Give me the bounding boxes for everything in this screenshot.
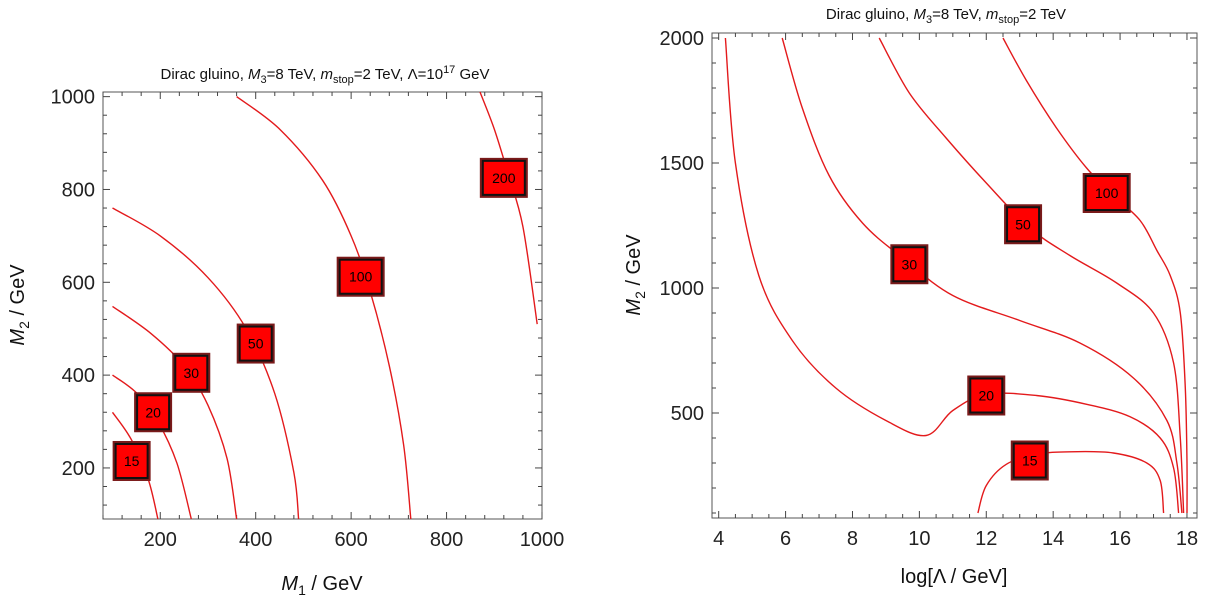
- x-tick-label: 16: [1109, 528, 1131, 550]
- x-tick-label: 1000: [520, 529, 565, 551]
- left-contour-plot: Dirac gluino, M3=8 TeV, mstop=2 TeV, Λ=1…: [7, 64, 564, 598]
- left-contour-lines: [111, 91, 538, 520]
- contour-label-box: [1086, 177, 1127, 209]
- x-tick-label: 800: [430, 529, 463, 551]
- y-tick-label: 600: [62, 272, 95, 294]
- contour-label-30: 30: [172, 352, 211, 393]
- contour-label-text: 30: [183, 365, 199, 381]
- contour-line-100: [236, 96, 412, 520]
- contour-label-box: [483, 161, 524, 194]
- contour-label-100: 100: [1082, 173, 1131, 213]
- y-tick-label: 200: [62, 458, 95, 480]
- contour-label-100: 100: [336, 256, 385, 297]
- contour-label-text: 50: [1015, 216, 1031, 232]
- contour-label-box: [116, 444, 147, 477]
- x-tick-label: 8: [847, 528, 858, 550]
- x-tick-label: 200: [144, 529, 177, 551]
- contour-label-text: 100: [349, 269, 373, 285]
- left-y-axis-label: M2 / GeV: [7, 264, 32, 346]
- contour-label-200: 200: [479, 157, 528, 198]
- y-tick-label: 1500: [660, 153, 705, 175]
- contour-line-20: [724, 37, 1180, 514]
- right-contour-plot: Dirac gluino, M3=8 TeV, mstop=2 TeV 4 6 8 1…: [623, 6, 1198, 588]
- contour-label-text: 50: [248, 336, 264, 352]
- y-tick-label: 1000: [660, 278, 705, 300]
- contour-label-30: 30: [890, 244, 929, 285]
- x-tick-label: 18: [1176, 528, 1198, 550]
- contour-label-box: [1014, 444, 1045, 477]
- contour-label-20: 20: [967, 375, 1006, 416]
- contour-line-200: [479, 91, 538, 325]
- contour-label-text: 100: [1095, 185, 1119, 201]
- contour-label-50: 50: [1004, 204, 1043, 245]
- left-x-axis-label: M1 / GeV: [281, 573, 363, 598]
- x-tick-label: 6: [780, 528, 791, 550]
- contour-label-text: 15: [1022, 453, 1038, 469]
- y-tick-label: 400: [62, 365, 95, 387]
- contour-label-box: [240, 327, 271, 360]
- contour-label-15: 15: [112, 440, 151, 481]
- right-plot-frame: [711, 32, 1198, 519]
- contour-label-box: [971, 379, 1002, 412]
- contour-label-20: 20: [134, 392, 173, 433]
- left-plot-title: Dirac gluino, M3=8 TeV, mstop=2 TeV, Λ=1…: [161, 64, 490, 86]
- contour-label-box: [1008, 208, 1039, 241]
- contour-label-50: 50: [236, 323, 275, 364]
- contour-label-text: 15: [124, 453, 140, 469]
- contour-label-text: 30: [902, 256, 918, 272]
- contour-label-box: [894, 248, 925, 281]
- x-tick-label: 4: [713, 528, 724, 550]
- right-contour-lines: [724, 37, 1188, 514]
- right-y-axis-label: M2 / GeV: [623, 234, 648, 316]
- right-plot-title: Dirac gluino, M3=8 TeV, mstop=2 TeV: [826, 6, 1066, 26]
- x-tick-label: 400: [239, 529, 272, 551]
- contour-label-15: 15: [1010, 440, 1049, 481]
- x-tick-label: 10: [908, 528, 930, 550]
- right-contour-labels: 15 20 30 50 100: [890, 173, 1131, 481]
- contour-line-30: [112, 305, 238, 520]
- contour-line-15: [977, 450, 1165, 514]
- x-tick-label: 600: [334, 529, 367, 551]
- contour-line-100: [1002, 37, 1188, 514]
- contour-label-box: [176, 356, 207, 389]
- y-tick-label: 1000: [51, 87, 96, 109]
- left-axis-ticks: 200 400 600 800 1000 200 400 600 800 1000: [51, 87, 565, 551]
- contour-label-text: 200: [492, 170, 516, 186]
- left-contour-labels: 15 20 30 50 100 200: [112, 157, 528, 481]
- contour-label-box: [138, 396, 169, 429]
- contour-label-text: 20: [145, 404, 161, 420]
- left-plot-frame: [102, 91, 543, 520]
- contour-line-50: [878, 37, 1185, 514]
- contour-line-30: [781, 37, 1183, 514]
- contour-label-text: 20: [978, 388, 994, 404]
- right-x-axis-label: log[Λ / GeV]: [901, 566, 1008, 588]
- right-axis-ticks: 4 6 8 10 12 14 16 18 500 1000 1500 2000: [660, 28, 1199, 550]
- y-tick-label: 2000: [660, 28, 705, 50]
- y-tick-label: 500: [671, 403, 704, 425]
- x-tick-label: 12: [975, 528, 997, 550]
- x-tick-label: 14: [1042, 528, 1064, 550]
- y-tick-label: 800: [62, 179, 95, 201]
- contour-label-box: [340, 260, 381, 293]
